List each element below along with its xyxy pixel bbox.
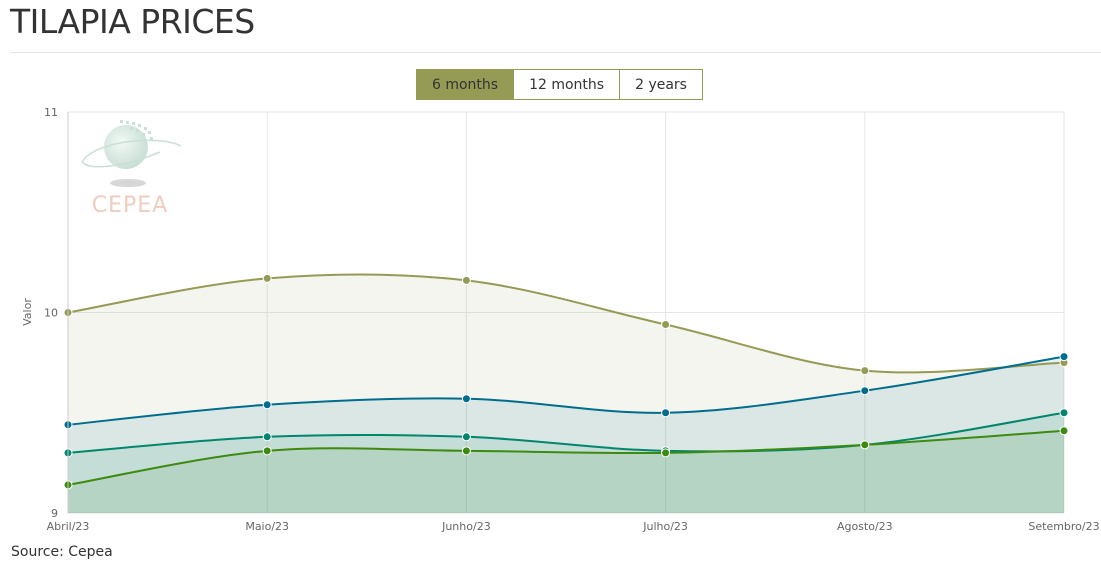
- range-tab-12-months[interactable]: 12 months: [514, 69, 621, 100]
- data-point-s4-2[interactable]: [262, 446, 272, 456]
- series-area-4: [68, 430, 1064, 513]
- series-lines: [67, 273, 1065, 486]
- y-axis-label: Valor: [21, 298, 34, 326]
- data-point-s2-4[interactable]: [661, 408, 671, 418]
- data-point-s2-3[interactable]: [461, 394, 471, 404]
- data-point-s3-6[interactable]: [1059, 408, 1069, 418]
- y-tick-label: 9: [51, 507, 58, 520]
- x-tick-label: Setembro/23: [1028, 520, 1099, 533]
- data-point-s3-2[interactable]: [262, 432, 272, 442]
- cepea-logo-text: CEPEA: [92, 193, 168, 218]
- x-tick-label: Abril/23: [47, 520, 90, 533]
- series-line-2: [67, 355, 1065, 426]
- x-tick-label: Maio/23: [245, 520, 289, 533]
- data-point-s2-2[interactable]: [262, 400, 272, 410]
- range-selector: 6 months 12 months 2 years: [416, 69, 703, 100]
- data-point-s1-3[interactable]: [461, 275, 471, 285]
- data-point-s1-5[interactable]: [860, 366, 870, 376]
- series-line-1: [67, 273, 1065, 374]
- series-areas: [68, 274, 1064, 513]
- data-point-s1-4[interactable]: [661, 320, 671, 330]
- page-title: TILAPIA PRICES: [10, 2, 255, 41]
- x-tick-label: Julho/23: [642, 520, 688, 533]
- chart-grid: [67, 111, 1065, 514]
- data-point-s4-6[interactable]: [1059, 426, 1069, 436]
- cepea-logo: CEPEA: [81, 120, 182, 218]
- chart-axes: 9 10 11 Abril/23 Maio/23 Junho/23 Julho/23 Agos…: [44, 106, 1100, 533]
- series-area-2: [68, 356, 1064, 513]
- x-tick-label: Agosto/23: [837, 520, 893, 533]
- series-area-1: [68, 274, 1064, 513]
- series-line-4: [67, 429, 1065, 486]
- y-tick-label: 10: [44, 307, 58, 320]
- series-line-3: [67, 411, 1065, 454]
- range-tab-2-years[interactable]: 2 years: [620, 69, 703, 100]
- data-point-s2-6[interactable]: [1059, 352, 1069, 362]
- price-chart: CEPEA 9 10 11 Abril/23 Maio/23 Junho/23 Julho/…: [21, 106, 1100, 533]
- range-tab-6-months[interactable]: 6 months: [416, 69, 515, 100]
- data-point-s4-5[interactable]: [860, 440, 870, 450]
- source-note: Source: Cepea: [11, 544, 113, 560]
- x-tick-label: Junho/23: [441, 520, 491, 533]
- data-point-s1-2[interactable]: [262, 273, 272, 283]
- title-divider: [10, 52, 1101, 53]
- data-point-s2-5[interactable]: [860, 386, 870, 396]
- series-area-3: [68, 412, 1064, 513]
- data-point-s4-4[interactable]: [661, 448, 671, 458]
- y-tick-label: 11: [44, 106, 58, 119]
- data-point-s3-3[interactable]: [461, 432, 471, 442]
- data-point-s4-3[interactable]: [461, 446, 471, 456]
